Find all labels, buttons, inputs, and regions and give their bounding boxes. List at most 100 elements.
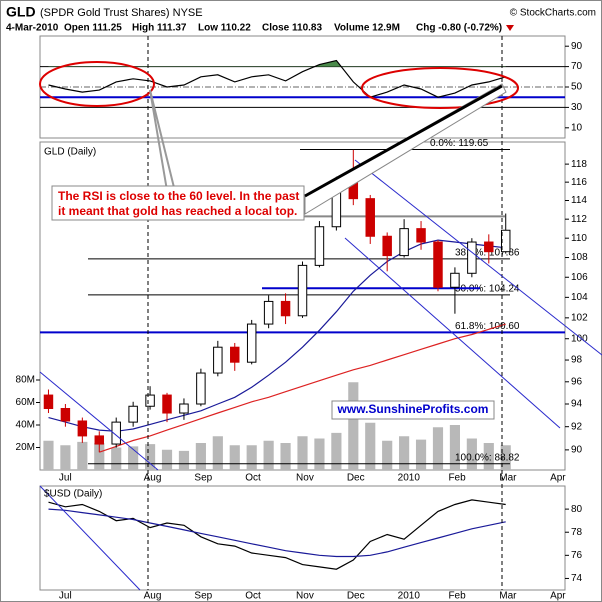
volume-bar — [111, 447, 122, 470]
volume-bar — [331, 432, 342, 470]
y-tick-label: 50 — [571, 82, 583, 93]
y-tick-label: 80 — [571, 504, 583, 515]
y-tick-label: 108 — [571, 252, 588, 263]
volume-bar — [246, 445, 257, 470]
volume-bar — [212, 436, 223, 470]
volume-bar — [449, 425, 460, 470]
candle-body — [230, 346, 240, 363]
candle-body — [450, 272, 460, 288]
x-tick-label: Jul — [59, 473, 72, 484]
volume-bar — [128, 446, 139, 470]
candle-body — [467, 241, 477, 274]
x-tick-label: Mar — [499, 591, 517, 602]
y-tick-label: 92 — [571, 421, 583, 432]
volume-tick-label: 80M — [16, 375, 35, 386]
y-tick-label: 90 — [571, 41, 583, 52]
volume-bar — [365, 422, 376, 470]
volume-bar — [178, 450, 190, 470]
quote-low: Low 110.22 — [198, 23, 251, 34]
rsi-highlight — [39, 61, 155, 107]
x-tick-label: 2010 — [398, 591, 421, 602]
x-tick-label: Apr — [550, 591, 566, 602]
y-tick-label: 102 — [571, 312, 588, 323]
y-tick-label: 74 — [571, 573, 583, 584]
candle-body — [314, 226, 325, 266]
y-tick-label: 76 — [571, 550, 583, 561]
x-tick-label: Apr — [550, 473, 566, 484]
callout — [304, 84, 503, 198]
fib-label: 0.0%: 119.65 — [430, 138, 489, 149]
x-tick-label: Nov — [296, 473, 314, 484]
fib-label: 100.0%: 88.82 — [455, 452, 520, 463]
symbol: GLD — [6, 4, 36, 20]
panel-title: $USD (Daily) — [44, 489, 102, 500]
y-tick-label: 94 — [571, 399, 583, 410]
candle-body — [484, 241, 494, 253]
candle-body — [60, 408, 71, 422]
candle-body — [365, 198, 375, 237]
down-triangle — [506, 25, 514, 31]
quote-close: Close 110.83 — [262, 23, 322, 34]
x-tick-label: Dec — [347, 473, 365, 484]
note: it meant that gold has reached a local t… — [58, 204, 297, 218]
note: The RSI is close to the 60 level. In the… — [58, 189, 299, 203]
y-tick-label: 78 — [571, 527, 583, 538]
y-tick-label: 104 — [571, 292, 588, 303]
volume-bar — [466, 438, 477, 470]
line — [48, 508, 506, 558]
candle-body — [94, 435, 105, 445]
volume-tick-label: 60M — [16, 397, 35, 408]
volume-bar — [280, 443, 291, 470]
candle-body — [280, 300, 291, 317]
volume-bar — [77, 441, 88, 470]
y-tick-label: 114 — [571, 195, 587, 206]
volume-tick-label: 20M — [16, 442, 35, 453]
candle-body — [382, 235, 392, 257]
volume-bar — [60, 445, 71, 470]
quote-change: Chg -0.80 (-0.72%) — [416, 23, 502, 34]
candle-body — [196, 372, 206, 405]
fib-label: 61.8%: 100.60 — [455, 321, 520, 332]
candle-body — [399, 228, 409, 257]
x-tick-label: Oct — [245, 473, 261, 484]
x-tick-label: Oct — [245, 591, 261, 602]
x-tick-label: Aug — [144, 591, 162, 602]
fib-label: 38.2%: 107.86 — [455, 248, 520, 259]
watermark-box — [331, 400, 495, 420]
usd-panel — [39, 485, 566, 591]
volume-bar — [43, 440, 54, 470]
y-tick-label: 112 — [571, 214, 587, 225]
panel-title: GLD (Daily) — [44, 147, 96, 158]
volume-bar — [161, 449, 173, 470]
security-name: (SPDR Gold Trust Shares) NYSE — [40, 7, 203, 19]
fib-label: 50.0%: 104.24 — [455, 284, 520, 295]
y-tick-label: 110 — [571, 233, 587, 244]
y-tick-label: 96 — [571, 376, 583, 387]
volume-bar — [432, 427, 444, 470]
trend-lines — [39, 159, 602, 591]
rsi-highlight — [361, 67, 519, 109]
volume-bar — [229, 445, 240, 470]
volume-bar — [297, 436, 308, 470]
note-box — [51, 185, 305, 221]
x-tick-label: Feb — [448, 473, 466, 484]
volume-bar — [348, 382, 359, 470]
quote-volume: Volume 12.9M — [334, 23, 400, 34]
copyright: © StockCharts.com — [510, 8, 596, 19]
x-tick-label: Aug — [144, 473, 162, 484]
y-tick-label: 98 — [571, 355, 583, 366]
x-tick-label: Sep — [194, 591, 212, 602]
volume-bar — [483, 443, 494, 470]
candle-body — [162, 394, 172, 414]
y-tick-label: 106 — [571, 272, 588, 283]
y-tick-label: 70 — [571, 61, 583, 72]
x-tick-label: Jul — [59, 591, 72, 602]
candle-body — [263, 300, 274, 325]
candle-body — [128, 405, 138, 423]
candle-body — [500, 229, 511, 253]
y-tick-label: 10 — [571, 122, 583, 133]
candle-body — [213, 346, 223, 374]
candle-body — [433, 241, 443, 288]
volume-bar — [399, 436, 410, 470]
